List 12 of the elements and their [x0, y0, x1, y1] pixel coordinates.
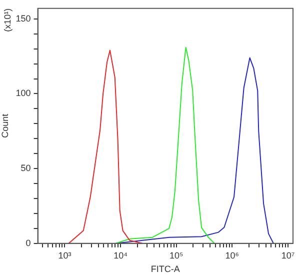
x-tick-label: 10⁷	[281, 250, 295, 260]
x-tick-label: 10⁴	[114, 250, 128, 260]
text: (x10¹)	[2, 8, 12, 32]
y-tick-label: 100	[16, 88, 31, 98]
x-tick-label: 10⁶	[225, 250, 240, 260]
y-tick-label: 0	[26, 238, 31, 248]
y-tick-label: 50	[20, 163, 31, 174]
x-axis-title: FITC-A	[150, 264, 180, 274]
x-tick-label: 10³	[58, 250, 72, 260]
y-tick-label: 150	[16, 13, 31, 24]
y-axis-title: Count	[0, 113, 10, 138]
x-tick-label: 10⁵	[169, 250, 184, 260]
